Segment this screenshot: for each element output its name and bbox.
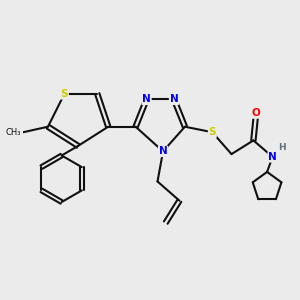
Text: O: O bbox=[252, 108, 260, 118]
Text: N: N bbox=[159, 146, 167, 156]
Text: S: S bbox=[208, 127, 216, 137]
Text: N: N bbox=[268, 152, 277, 162]
Text: S: S bbox=[61, 89, 68, 99]
Text: N: N bbox=[169, 94, 178, 104]
Text: H: H bbox=[278, 143, 286, 152]
Text: N: N bbox=[142, 94, 151, 104]
Text: CH₃: CH₃ bbox=[6, 128, 21, 137]
